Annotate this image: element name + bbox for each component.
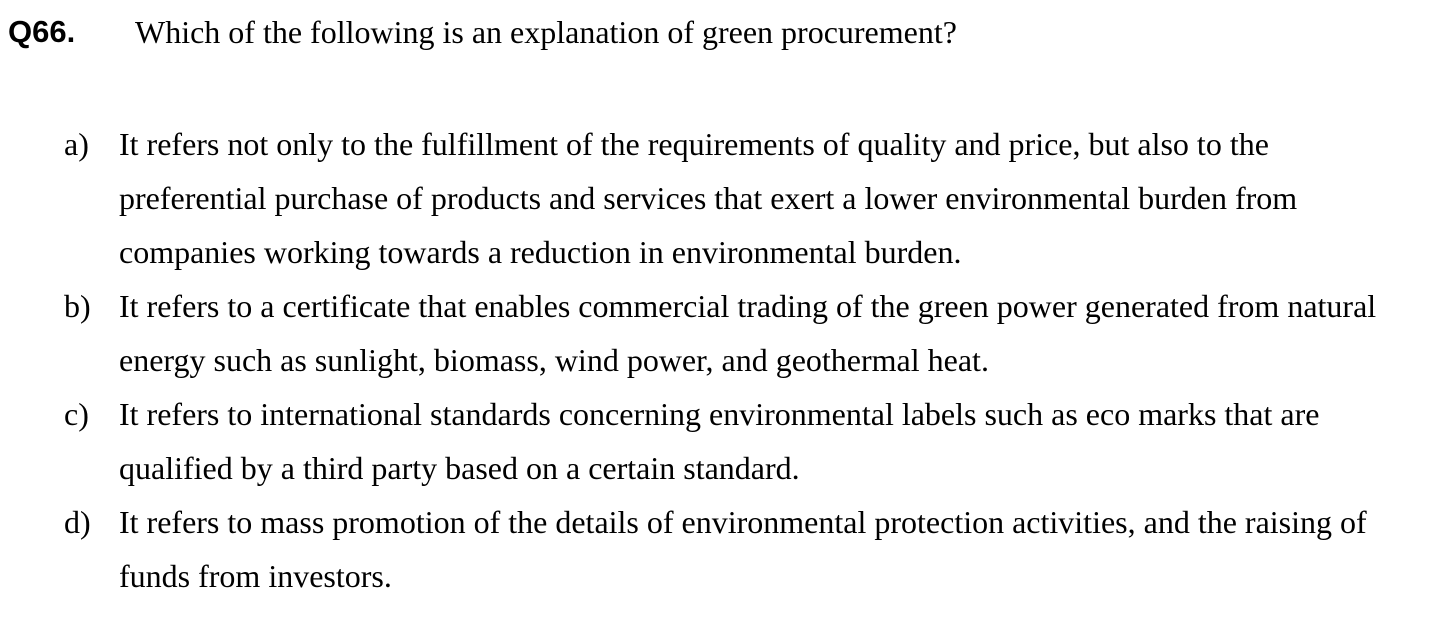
option-a[interactable]: a) It refers not only to the fulfillment… — [64, 117, 1394, 279]
option-text: It refers to a certificate that enables … — [119, 288, 1377, 378]
option-letter: a) — [64, 126, 89, 162]
question-number: Q66. — [8, 14, 76, 49]
option-letter: c) — [64, 396, 89, 432]
option-d[interactable]: d) It refers to mass promotion of the de… — [64, 495, 1394, 603]
option-c[interactable]: c) It refers to international standards … — [64, 387, 1394, 495]
option-text: It refers not only to the fulfillment of… — [119, 126, 1298, 270]
option-text: It refers to international standards con… — [119, 396, 1320, 486]
option-b[interactable]: b) It refers to a certificate that enabl… — [64, 279, 1394, 387]
option-letter: d) — [64, 504, 91, 540]
option-letter: b) — [64, 288, 91, 324]
question-text: Which of the following is an explanation… — [135, 14, 957, 50]
answer-options-list: a) It refers not only to the fulfillment… — [64, 117, 1394, 603]
option-text: It refers to mass promotion of the detai… — [119, 504, 1367, 594]
